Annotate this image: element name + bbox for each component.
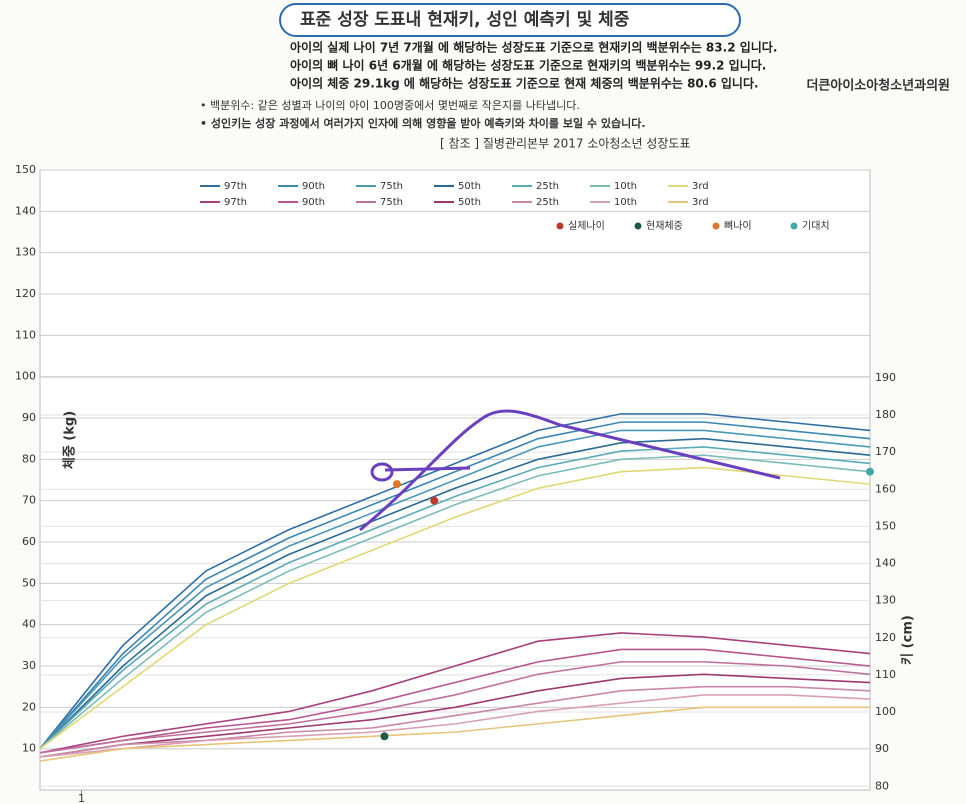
series-line bbox=[39, 685, 871, 758]
note: • 성인키는 성장 과정에서 여러가지 인자에 의해 영향을 받아 예측키와 차… bbox=[200, 116, 646, 130]
y2-tick-label: 110 bbox=[875, 668, 896, 681]
result-line: 아이의 체중 29.1kg 에 해당하는 성장도표 기준으로 현재 체중의 백분… bbox=[290, 76, 759, 91]
pen-stroke bbox=[384, 466, 471, 472]
data-point bbox=[866, 467, 874, 476]
series-line bbox=[39, 454, 871, 750]
y2-tick-label: 160 bbox=[875, 482, 896, 495]
section-title: 표준 성장 도표내 현재키, 성인 예측키 및 체중 bbox=[300, 10, 630, 30]
legend-marker bbox=[556, 222, 564, 230]
pen-stroke bbox=[359, 409, 781, 532]
y-tick-label: 150 bbox=[15, 163, 36, 176]
title-box bbox=[279, 3, 741, 37]
series-line bbox=[39, 648, 871, 754]
series-line bbox=[39, 437, 871, 750]
legend-label: 90th bbox=[302, 197, 325, 208]
y2-tick-label: 120 bbox=[875, 631, 896, 644]
legend-label: 97th bbox=[224, 181, 247, 192]
y-axis-title: 체중 (kg) bbox=[63, 411, 78, 469]
y-tick-label: 110 bbox=[15, 328, 36, 341]
y-tick-label: 20 bbox=[22, 700, 36, 713]
legend-label: 10th bbox=[614, 181, 637, 192]
y-tick-label: 50 bbox=[22, 576, 36, 589]
series-line bbox=[39, 446, 871, 750]
series-line bbox=[39, 661, 871, 754]
series-line bbox=[39, 706, 870, 762]
note: • 백분위수: 같은 성별과 나이의 아이 100명중에서 몇번째로 작은지를 … bbox=[200, 99, 580, 112]
y-tick-label: 70 bbox=[22, 494, 36, 507]
data-point bbox=[380, 732, 389, 741]
y-tick-label: 140 bbox=[15, 204, 36, 217]
series-line bbox=[39, 429, 871, 750]
legend-label: 97th bbox=[224, 197, 247, 208]
legend-label: 10th bbox=[614, 197, 637, 208]
legend-label: 75th bbox=[380, 197, 403, 208]
y-tick-label: 80 bbox=[22, 452, 36, 465]
y-tick-label: 10 bbox=[22, 742, 36, 755]
y2-tick-label: 100 bbox=[875, 705, 896, 718]
legend-marker bbox=[712, 222, 720, 230]
y-tick-label: 130 bbox=[15, 246, 36, 259]
series-line bbox=[39, 694, 871, 758]
handwriting bbox=[359, 409, 781, 532]
legend-label: 75th bbox=[380, 181, 403, 192]
y2-tick-label: 90 bbox=[875, 742, 889, 755]
y-tick-label: 60 bbox=[22, 535, 36, 548]
data-point bbox=[430, 496, 439, 505]
result-line: 아이의 뼈 나이 6년 6개월 에 해당하는 성장도표 기준으로 현재키의 백분… bbox=[290, 58, 766, 73]
legend-label: 25th bbox=[536, 197, 559, 208]
clinic: 더큰아이소아청소년과의원 bbox=[806, 78, 950, 94]
y-tick-label: 120 bbox=[15, 287, 36, 300]
y2-tick-label: 80 bbox=[875, 779, 889, 792]
series-line bbox=[39, 413, 871, 750]
x-tick-label: 1 bbox=[78, 792, 85, 804]
y2-axis-title: 키 (cm) bbox=[901, 615, 916, 665]
legend-label: 50th bbox=[458, 197, 481, 208]
legend-label: 현재체중 bbox=[646, 220, 683, 232]
y-tick-label: 30 bbox=[22, 659, 36, 672]
series-line bbox=[39, 466, 871, 750]
y-tick-label: 90 bbox=[22, 411, 36, 424]
y-tick-label: 100 bbox=[15, 370, 36, 383]
y-tick-label: 40 bbox=[22, 618, 36, 631]
legend-label: 50th bbox=[458, 181, 481, 192]
legend-label: 3rd bbox=[692, 181, 709, 192]
y2-tick-label: 190 bbox=[875, 371, 896, 384]
y2-tick-label: 180 bbox=[875, 408, 896, 421]
series-line bbox=[39, 632, 871, 754]
series-line bbox=[39, 673, 871, 758]
result-line: 아이의 실제 나이 7년 7개월 에 해당하는 성장도표 기준으로 현재키의 백… bbox=[290, 40, 777, 55]
pen-circle bbox=[370, 462, 394, 482]
legend-label: 기대치 bbox=[802, 220, 830, 232]
legend-marker bbox=[634, 222, 642, 230]
data-point bbox=[392, 480, 401, 489]
y2-tick-label: 140 bbox=[875, 557, 896, 570]
legend-label: 실제나이 bbox=[568, 220, 605, 232]
legend-label: 3rd bbox=[692, 197, 709, 208]
legend-marker bbox=[790, 222, 798, 230]
chart: 10 20 30 40 50 60 70 80 90 100 110 120 130 140 150 80 90… bbox=[15, 163, 916, 804]
y2-tick-label: 150 bbox=[875, 519, 896, 532]
y2-tick-label: 170 bbox=[875, 445, 896, 458]
reference: [ 참조 ] 질병관리본부 2017 소아청소년 성장도표 bbox=[440, 137, 690, 151]
series-line bbox=[39, 421, 871, 750]
legend-label: 90th bbox=[302, 181, 325, 192]
legend-label: 뼈나이 bbox=[724, 220, 752, 232]
y2-tick-label: 130 bbox=[875, 594, 896, 607]
legend-label: 25th bbox=[536, 181, 559, 192]
